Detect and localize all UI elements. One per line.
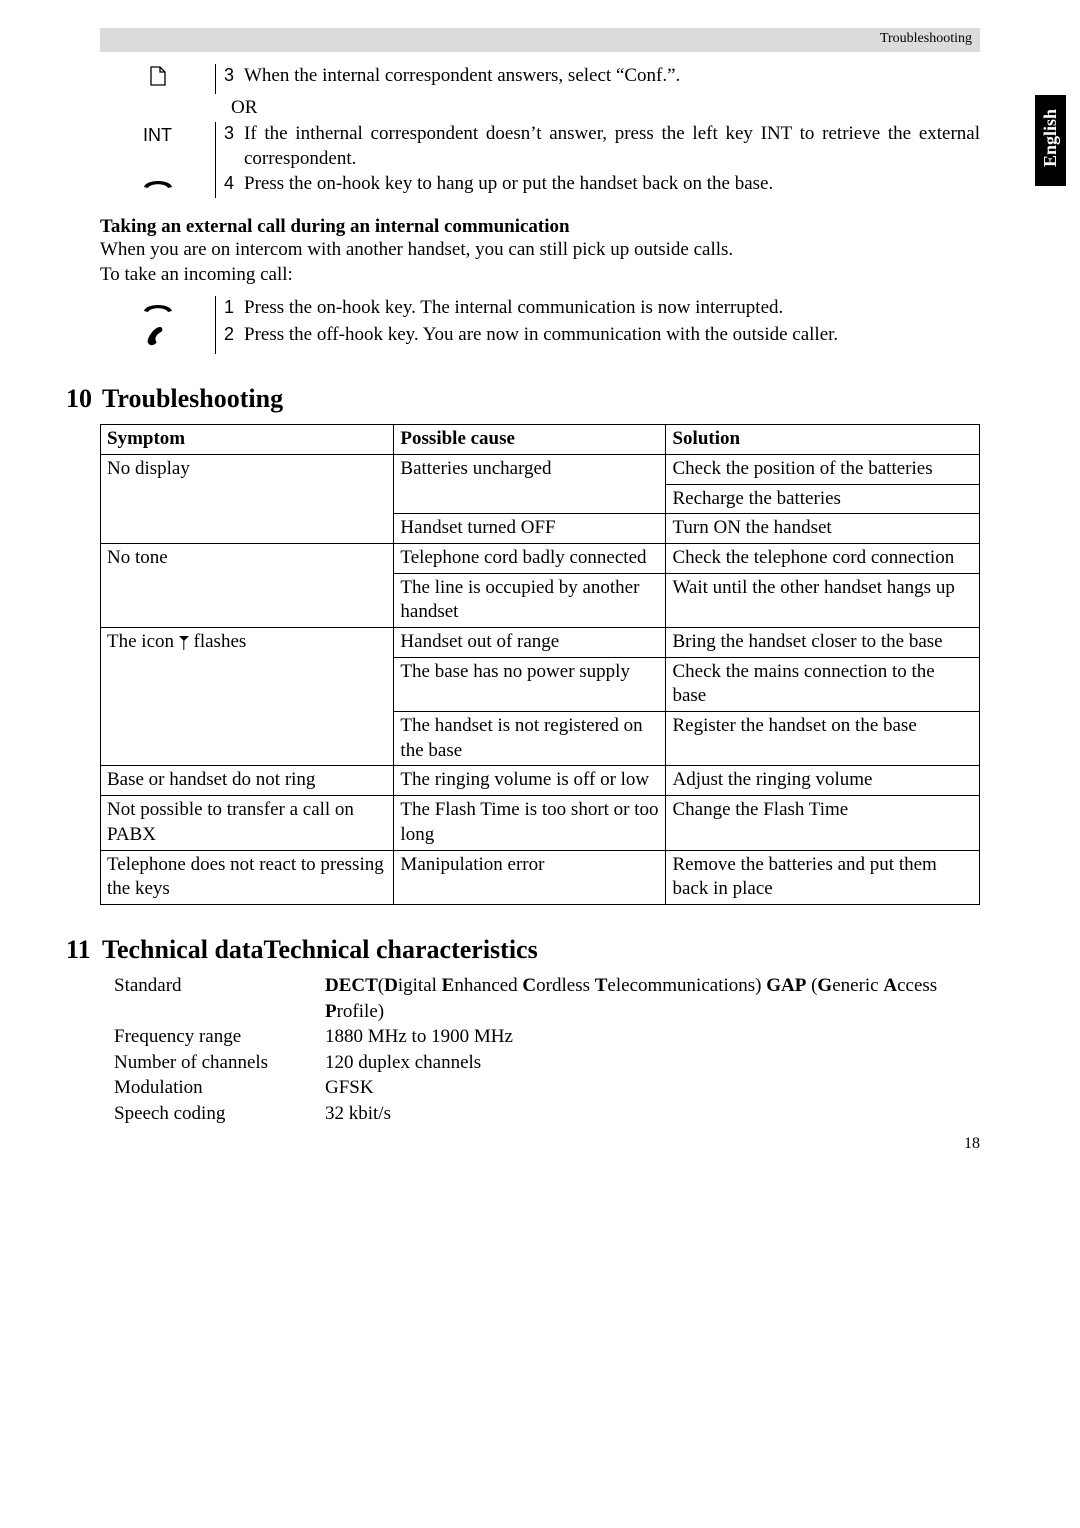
cause-cell: Manipulation error bbox=[394, 850, 666, 904]
table-row: Telephone does not react to pressing the… bbox=[101, 850, 980, 904]
tech-label: Speech coding bbox=[100, 1101, 325, 1127]
table-row: No displayBatteries unchargedCheck the p… bbox=[101, 454, 980, 484]
step-number: 3 bbox=[224, 122, 244, 145]
antenna-icon bbox=[179, 636, 189, 650]
symptom-cell bbox=[101, 712, 394, 766]
section-title: Troubleshooting bbox=[102, 384, 283, 414]
document-page: Troubleshooting English 3 When the inter… bbox=[0, 0, 1080, 1167]
section-heading-10: 10 Troubleshooting bbox=[66, 384, 980, 414]
section-number: 10 bbox=[66, 384, 102, 414]
tech-value: GFSK bbox=[325, 1075, 980, 1101]
page-number: 18 bbox=[964, 1135, 980, 1153]
body-paragraph: When you are on intercom with another ha… bbox=[100, 238, 980, 263]
solution-cell: Check the telephone cord connection bbox=[666, 543, 980, 573]
symptom-cell: Not possible to transfer a call on PABX bbox=[101, 796, 394, 850]
body-paragraph: To take an incoming call: bbox=[100, 263, 980, 288]
solution-cell: Wait until the other handset hangs up bbox=[666, 573, 980, 627]
table-row: Recharge the batteries bbox=[101, 484, 980, 514]
cause-cell: Batteries uncharged bbox=[394, 454, 666, 484]
symptom-cell bbox=[101, 573, 394, 627]
cause-cell: The Flash Time is too short or too long bbox=[394, 796, 666, 850]
tech-label: Number of channels bbox=[100, 1050, 325, 1076]
symptom-cell: Telephone does not react to pressing the… bbox=[101, 850, 394, 904]
header-label: Troubleshooting bbox=[880, 31, 972, 47]
cause-cell: The base has no power supply bbox=[394, 657, 666, 711]
symptom-cell: The icon flashes bbox=[101, 628, 394, 658]
step-number: 2 bbox=[224, 323, 244, 346]
tech-row: Frequency range1880 MHz to 1900 MHz bbox=[100, 1024, 980, 1050]
tech-row: Speech coding32 kbit/s bbox=[100, 1101, 980, 1127]
step-number: 4 bbox=[224, 172, 244, 195]
table-row: The base has no power supplyCheck the ma… bbox=[101, 657, 980, 711]
int-key-label: INT bbox=[100, 122, 215, 147]
table-header: Solution bbox=[666, 425, 980, 455]
cause-cell: The handset is not registered on the bas… bbox=[394, 712, 666, 766]
tech-value: 32 kbit/s bbox=[325, 1101, 980, 1127]
symptom-cell: Base or handset do not ring bbox=[101, 766, 394, 796]
solution-cell: Recharge the batteries bbox=[666, 484, 980, 514]
step-text: Press the on-hook key to hang up or put … bbox=[244, 172, 980, 197]
tech-value: 120 duplex channels bbox=[325, 1050, 980, 1076]
step-text: If the inthernal correspondent doesn’t a… bbox=[244, 122, 980, 171]
solution-cell: Change the Flash Time bbox=[666, 796, 980, 850]
solution-cell: Bring the handset closer to the base bbox=[666, 628, 980, 658]
cause-cell: Telephone cord badly connected bbox=[394, 543, 666, 573]
section-number: 11 bbox=[66, 935, 102, 965]
solution-cell: Check the mains connection to the base bbox=[666, 657, 980, 711]
tech-label: Modulation bbox=[100, 1075, 325, 1101]
step-number: 3 bbox=[224, 64, 244, 87]
tech-value: DECT(Digital Enhanced Cordless Telecommu… bbox=[325, 973, 980, 1024]
solution-cell: Adjust the ringing volume bbox=[666, 766, 980, 796]
step-number: 1 bbox=[224, 296, 244, 319]
solution-cell: Check the position of the batteries bbox=[666, 454, 980, 484]
table-row: Base or handset do not ringThe ringing v… bbox=[101, 766, 980, 796]
troubleshooting-table: SymptomPossible causeSolution No display… bbox=[100, 424, 980, 905]
step-text: Press the off-hook key. You are now in c… bbox=[244, 323, 980, 348]
table-row: No toneTelephone cord badly connectedChe… bbox=[101, 543, 980, 573]
section-heading-11: 11 Technical dataTechnical characteristi… bbox=[66, 935, 980, 965]
offhook-icon bbox=[100, 323, 215, 355]
tech-row: StandardDECT(Digital Enhanced Cordless T… bbox=[100, 973, 980, 1024]
step-text: Press the on-hook key. The internal comm… bbox=[244, 296, 980, 321]
language-tab: English bbox=[1035, 95, 1066, 186]
tech-value: 1880 MHz to 1900 MHz bbox=[325, 1024, 980, 1050]
section-title: Technical dataTechnical characteristics bbox=[102, 935, 538, 965]
onhook-icon bbox=[100, 172, 215, 199]
table-row: Not possible to transfer a call on PABXT… bbox=[101, 796, 980, 850]
symptom-cell bbox=[101, 484, 394, 514]
tech-label: Frequency range bbox=[100, 1024, 325, 1050]
cause-cell: Handset out of range bbox=[394, 628, 666, 658]
table-row: The line is occupied by another handsetW… bbox=[101, 573, 980, 627]
table-header: Symptom bbox=[101, 425, 394, 455]
header-bar: Troubleshooting bbox=[100, 28, 980, 52]
solution-cell: Remove the batteries and put them back i… bbox=[666, 850, 980, 904]
language-tab-text: English bbox=[1040, 109, 1061, 167]
symptom-cell: No tone bbox=[101, 543, 394, 573]
cause-cell bbox=[394, 484, 666, 514]
table-header: Possible cause bbox=[394, 425, 666, 455]
cause-cell: Handset turned OFF bbox=[394, 514, 666, 544]
sub-heading: Taking an external call during an intern… bbox=[100, 216, 980, 238]
onhook-icon bbox=[100, 296, 215, 323]
symptom-cell bbox=[101, 657, 394, 711]
tech-row: Number of channels120 duplex channels bbox=[100, 1050, 980, 1076]
technical-data-list: StandardDECT(Digital Enhanced Cordless T… bbox=[100, 973, 980, 1127]
symptom-cell: No display bbox=[101, 454, 394, 484]
cause-cell: The line is occupied by another handset bbox=[394, 573, 666, 627]
or-separator: OR bbox=[223, 94, 980, 123]
step-text: When the internal correspondent answers,… bbox=[244, 64, 980, 89]
instruction-block-1: 3 When the internal correspondent answer… bbox=[100, 64, 980, 198]
tech-label: Standard bbox=[100, 973, 325, 1024]
tech-row: ModulationGFSK bbox=[100, 1075, 980, 1101]
table-row: Handset turned OFFTurn ON the handset bbox=[101, 514, 980, 544]
symptom-cell bbox=[101, 514, 394, 544]
page-icon bbox=[100, 64, 215, 94]
cause-cell: The ringing volume is off or low bbox=[394, 766, 666, 796]
table-row: The icon flashesHandset out of rangeBrin… bbox=[101, 628, 980, 658]
solution-cell: Turn ON the handset bbox=[666, 514, 980, 544]
table-row: The handset is not registered on the bas… bbox=[101, 712, 980, 766]
instruction-block-2: 1 Press the on-hook key. The internal co… bbox=[100, 296, 980, 354]
solution-cell: Register the handset on the base bbox=[666, 712, 980, 766]
